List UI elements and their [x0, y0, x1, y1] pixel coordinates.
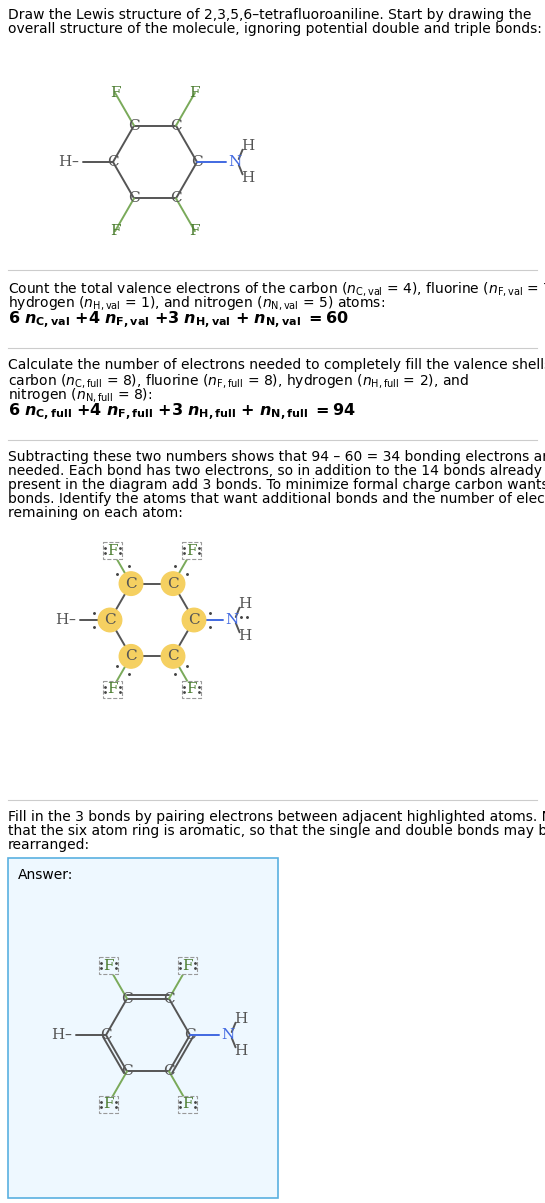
FancyBboxPatch shape	[102, 543, 122, 559]
Text: C: C	[121, 991, 133, 1006]
Text: C: C	[170, 191, 182, 206]
Text: F: F	[190, 224, 200, 238]
Circle shape	[98, 609, 122, 632]
Text: remaining on each atom:: remaining on each atom:	[8, 506, 183, 520]
FancyBboxPatch shape	[183, 543, 202, 559]
Text: Count the total valence electrons of the carbon ($n_\mathregular{C,val}$ = 4), f: Count the total valence electrons of the…	[8, 280, 545, 298]
Text: F: F	[110, 224, 120, 238]
Text: C: C	[128, 119, 140, 132]
Text: –: –	[64, 1029, 71, 1043]
Text: C: C	[188, 614, 200, 627]
Text: Subtracting these two numbers shows that 94 – 60 = 34 bonding electrons are: Subtracting these two numbers shows that…	[8, 450, 545, 464]
Text: Calculate the number of electrons needed to completely fill the valence shells f: Calculate the number of electrons needed…	[8, 358, 545, 372]
Text: C: C	[163, 991, 175, 1006]
Text: C: C	[191, 155, 203, 168]
FancyBboxPatch shape	[99, 958, 118, 974]
Text: needed. Each bond has two electrons, so in addition to the 14 bonds already: needed. Each bond has two electrons, so …	[8, 464, 542, 478]
Text: F: F	[186, 682, 197, 697]
Text: F: F	[190, 85, 200, 100]
Text: $\mathbf{6}$ $\boldsymbol{n}_\mathbf{C,val}$ $\mathbf{+ 4}$ $\boldsymbol{n}_\mat: $\mathbf{6}$ $\boldsymbol{n}_\mathbf{C,v…	[8, 310, 349, 331]
Text: F: F	[110, 85, 120, 100]
Text: H: H	[241, 171, 254, 185]
FancyBboxPatch shape	[8, 858, 278, 1198]
Circle shape	[182, 609, 206, 632]
Text: –: –	[71, 156, 78, 170]
Text: N: N	[221, 1029, 234, 1042]
FancyBboxPatch shape	[178, 958, 197, 974]
Text: that the six atom ring is aromatic, so that the single and double bonds may be: that the six atom ring is aromatic, so t…	[8, 824, 545, 838]
Text: H: H	[241, 138, 254, 153]
Text: C: C	[100, 1029, 112, 1042]
Circle shape	[119, 645, 143, 668]
Text: F: F	[103, 1097, 113, 1112]
Text: H: H	[238, 629, 251, 644]
Text: $\mathbf{6}$ $\boldsymbol{n}_\mathbf{C,full}$ $\mathbf{+ 4}$ $\boldsymbol{n}_\ma: $\mathbf{6}$ $\boldsymbol{n}_\mathbf{C,f…	[8, 402, 356, 423]
Text: C: C	[184, 1029, 196, 1042]
Text: C: C	[125, 650, 137, 663]
Text: F: F	[183, 959, 193, 973]
Text: Fill in the 3 bonds by pairing electrons between adjacent highlighted atoms. Not: Fill in the 3 bonds by pairing electrons…	[8, 810, 545, 824]
Text: hydrogen ($n_\mathregular{H,val}$ = 1), and nitrogen ($n_\mathregular{N,val}$ = : hydrogen ($n_\mathregular{H,val}$ = 1), …	[8, 294, 385, 312]
Text: H: H	[234, 1044, 247, 1059]
Text: bonds. Identify the atoms that want additional bonds and the number of electrons: bonds. Identify the atoms that want addi…	[8, 492, 545, 506]
Text: C: C	[128, 191, 140, 206]
Text: Draw the Lewis structure of 2,3,5,6–tetrafluoroaniline. Start by drawing the: Draw the Lewis structure of 2,3,5,6–tetr…	[8, 8, 531, 22]
Text: Answer:: Answer:	[18, 869, 74, 882]
FancyBboxPatch shape	[178, 1096, 197, 1113]
Text: C: C	[167, 650, 179, 663]
Text: present in the diagram add 3 bonds. To minimize formal charge carbon wants 4: present in the diagram add 3 bonds. To m…	[8, 478, 545, 492]
Text: carbon ($n_\mathregular{C,full}$ = 8), fluorine ($n_\mathregular{F,full}$ = 8), : carbon ($n_\mathregular{C,full}$ = 8), f…	[8, 372, 469, 390]
Text: F: F	[183, 1097, 193, 1112]
Text: rearranged:: rearranged:	[8, 838, 90, 852]
Text: –: –	[68, 614, 75, 628]
Text: H: H	[58, 155, 71, 168]
Circle shape	[161, 645, 185, 668]
FancyBboxPatch shape	[102, 681, 122, 698]
Text: C: C	[167, 576, 179, 591]
Text: H: H	[234, 1012, 247, 1026]
Text: nitrogen ($n_\mathregular{N,full}$ = 8):: nitrogen ($n_\mathregular{N,full}$ = 8):	[8, 386, 153, 404]
Circle shape	[161, 571, 185, 595]
Text: F: F	[107, 682, 117, 697]
Text: overall structure of the molecule, ignoring potential double and triple bonds:: overall structure of the molecule, ignor…	[8, 22, 542, 36]
Text: C: C	[125, 576, 137, 591]
Text: H: H	[238, 597, 251, 611]
Text: F: F	[107, 544, 117, 558]
FancyBboxPatch shape	[183, 681, 202, 698]
Text: H: H	[51, 1029, 64, 1042]
Text: F: F	[103, 959, 113, 973]
FancyBboxPatch shape	[99, 1096, 118, 1113]
Text: C: C	[104, 614, 116, 627]
Text: C: C	[163, 1065, 175, 1078]
Text: N: N	[225, 614, 238, 627]
Text: C: C	[121, 1065, 133, 1078]
Text: N: N	[228, 155, 241, 168]
Text: H: H	[55, 614, 68, 627]
Text: C: C	[170, 119, 182, 132]
Circle shape	[119, 571, 143, 595]
Text: C: C	[107, 155, 119, 168]
Text: F: F	[186, 544, 197, 558]
